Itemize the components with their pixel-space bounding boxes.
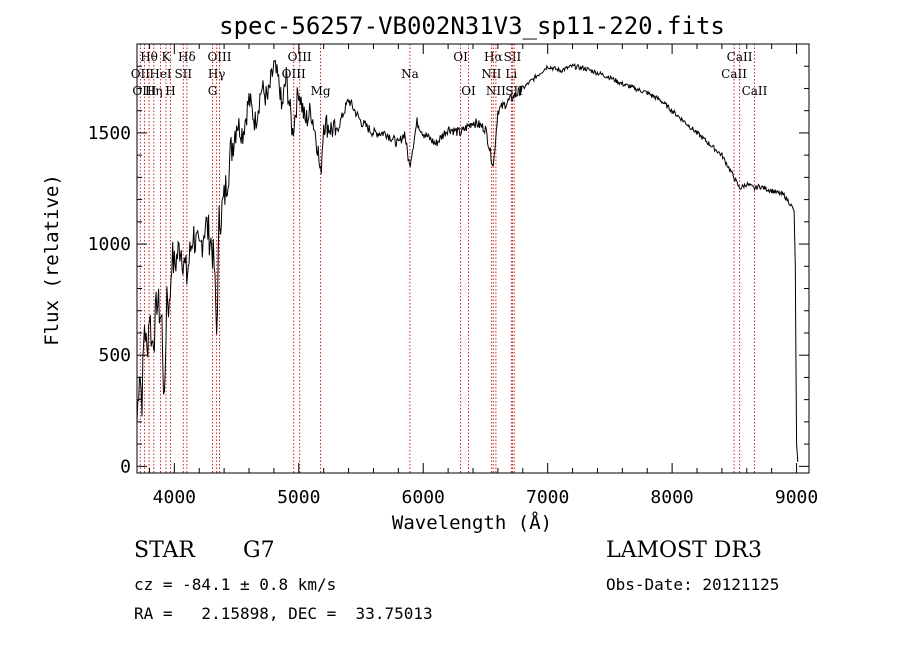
x-tick-label: 5000: [277, 487, 320, 508]
x-tick-label: 7000: [526, 487, 569, 508]
x-tick-label: 4000: [153, 487, 196, 508]
plot-frame: [136, 43, 810, 474]
spectral-line-label: Hθ: [140, 50, 158, 64]
spectral-line-label: Hγ: [208, 67, 226, 81]
spectral-line-label: K: [162, 50, 172, 64]
spectral-line-label: OI: [461, 84, 476, 98]
spectral-line-label: OIII: [288, 50, 312, 64]
chart-title: spec-56257-VB002N31V3_sp11-220.fits: [219, 12, 725, 40]
spectral-line-label: OI: [453, 50, 468, 64]
spectral-line-label: Hη: [145, 84, 163, 98]
x-axis-label: Wavelength (Å): [392, 511, 552, 534]
y-axis-label: Flux (relative): [41, 174, 63, 346]
x-tick-label: 6000: [402, 487, 445, 508]
spectral-line-label: CaII: [727, 50, 753, 64]
y-tick-label: 0: [120, 456, 131, 477]
spectral-line-label: OIII: [282, 67, 306, 81]
spectral-line-label: NII: [486, 84, 506, 98]
object-subclass: G7: [243, 538, 275, 563]
spectral-line-label: NII: [481, 67, 501, 81]
spectral-line-label: Mg: [311, 84, 331, 98]
y-tick-label: 500: [98, 345, 131, 366]
spectral-line-label: Hα: [484, 50, 503, 64]
y-tick-label: 1500: [88, 123, 131, 144]
spectrum-series-line: [136, 59, 799, 462]
spectral-line-label: Na: [401, 67, 419, 81]
spectral-line-label: H: [165, 84, 175, 98]
x-tick-label: 8000: [650, 487, 693, 508]
object-class: STAR: [134, 538, 195, 563]
y-tick-label: 1000: [88, 234, 131, 255]
spectral-line-label: SII: [504, 50, 522, 64]
redshift-velocity: cz = -84.1 ± 0.8 km/s: [134, 575, 337, 594]
spectral-line-label: HeI: [149, 67, 172, 81]
sky-coordinates: RA = 2.15898, DEC = 33.75013: [134, 604, 433, 623]
observation-date: Obs-Date: 20121125: [606, 575, 780, 594]
spectral-line-label: OIII: [132, 84, 156, 98]
x-tick-label: 9000: [775, 487, 818, 508]
spectral-line-label: Li: [505, 67, 517, 81]
spectral-line-label: CaII: [742, 84, 768, 98]
survey-name: LAMOST DR3: [606, 538, 762, 563]
spectral-line-label: OIII: [207, 50, 231, 64]
spectral-line-label: SII: [174, 67, 192, 81]
spectral-line-label: CaII: [721, 67, 747, 81]
spectral-line-label: G: [208, 84, 218, 98]
spectral-line-label: OII: [131, 67, 151, 81]
spectral-line-label: Hδ: [178, 50, 196, 64]
